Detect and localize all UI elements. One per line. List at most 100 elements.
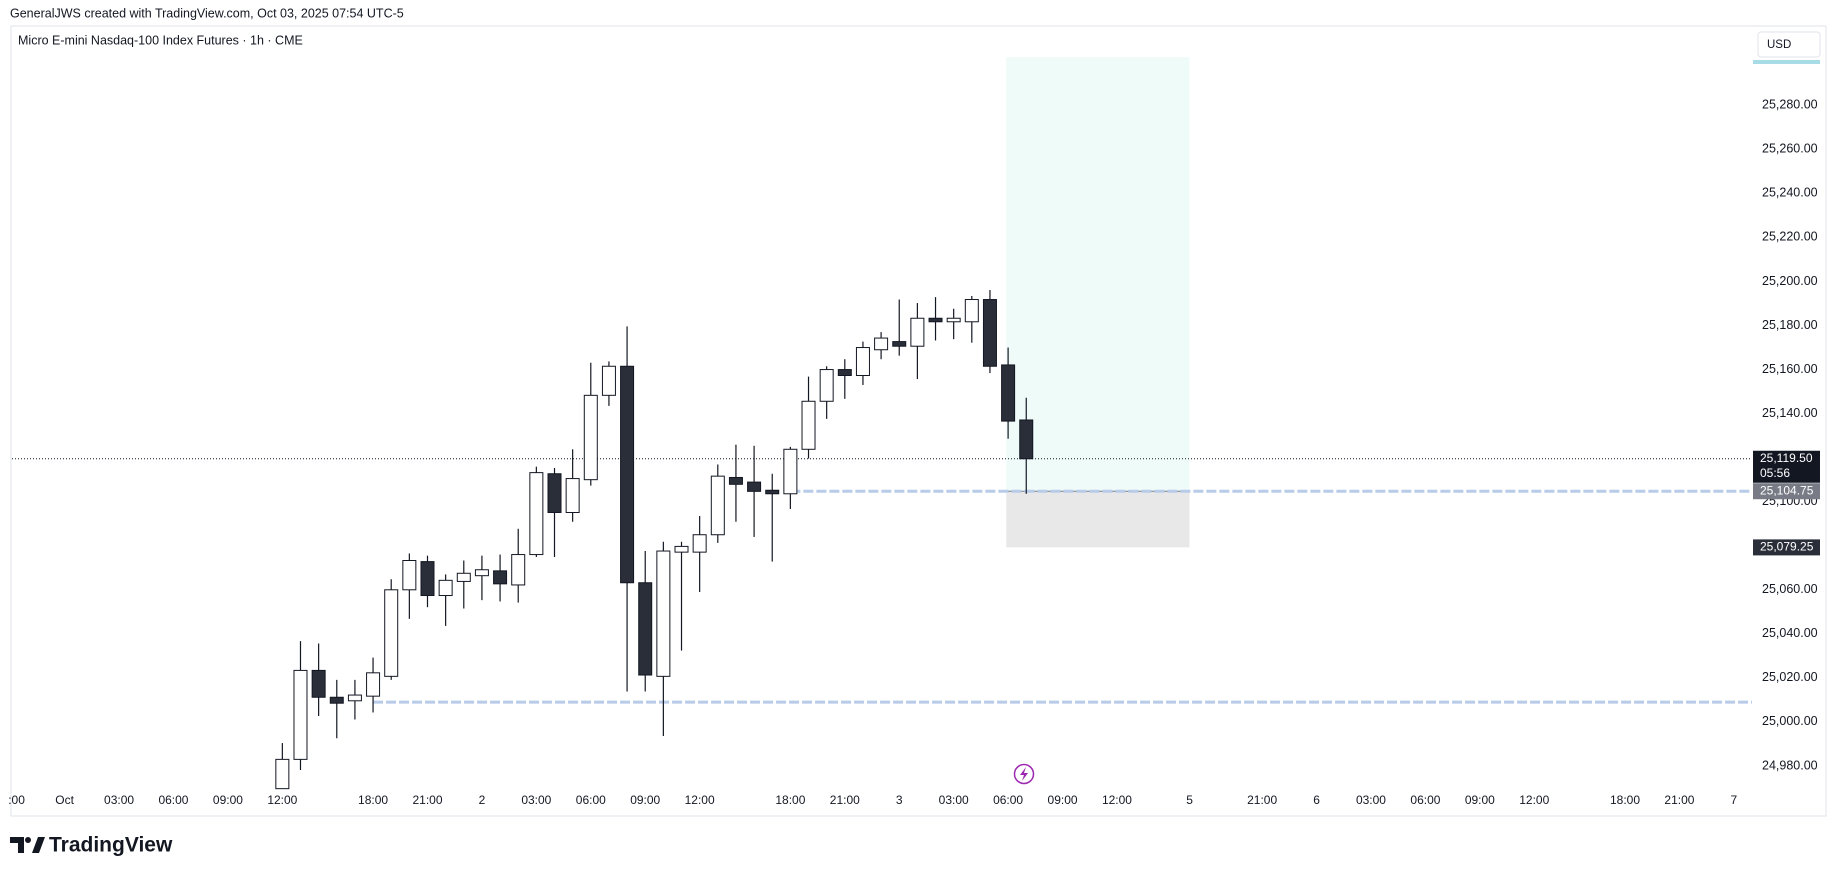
y-tick-label: 25,020.00 — [1762, 670, 1818, 684]
y-tick-label: 25,000.00 — [1762, 714, 1818, 728]
target-zone — [1006, 57, 1190, 492]
candle-body — [384, 589, 399, 677]
plot-area — [12, 57, 1757, 790]
candle-body — [347, 694, 362, 702]
y-tick-label: 25,060.00 — [1762, 582, 1818, 596]
x-tick-label: 5 — [1186, 793, 1193, 807]
y-tick-label: 24,980.00 — [1762, 758, 1818, 772]
candle-body — [456, 572, 471, 582]
candle-body — [892, 341, 907, 347]
candle-body — [964, 299, 979, 323]
candle-body — [692, 534, 707, 553]
y-tick-label: 25,220.00 — [1762, 230, 1818, 244]
y-tick-label: 25,200.00 — [1762, 274, 1818, 288]
alert-bolt — [1020, 767, 1028, 781]
symbol-title: Micro E-mini Nasdaq-100 Index Futures · … — [18, 33, 303, 47]
x-tick-label: 18:00 — [775, 793, 805, 807]
candle-body — [1001, 364, 1016, 422]
candle-body — [329, 696, 344, 704]
x-tick-label: 2 — [479, 793, 486, 807]
x-tick-label: :00 — [8, 793, 25, 807]
candle-body — [293, 669, 308, 760]
candle-body — [1019, 419, 1034, 460]
x-tick-label: 21:00 — [830, 793, 860, 807]
x-tick-label: 06:00 — [158, 793, 188, 807]
x-tick-label: Oct — [55, 793, 74, 807]
candle-body — [438, 579, 453, 597]
candle-body — [982, 299, 997, 367]
candle-body — [946, 317, 961, 323]
candle-body — [474, 569, 489, 577]
currency-button[interactable] — [1757, 31, 1821, 58]
entry-label: 25,104.75 — [1760, 483, 1814, 497]
candle-body — [529, 472, 544, 556]
last-price-tag — [1753, 450, 1820, 483]
candle-body — [910, 317, 925, 347]
y-tick-label: 25,240.00 — [1762, 186, 1818, 200]
candle-body — [674, 545, 689, 553]
candle-body — [874, 337, 889, 351]
x-tick-label: 09:00 — [213, 793, 243, 807]
x-tick-label: 18:00 — [1610, 793, 1640, 807]
candle-body — [855, 347, 870, 377]
x-tick-label: 3 — [896, 793, 903, 807]
candle-body — [819, 369, 834, 402]
logo: TradingView — [10, 834, 173, 857]
candle-body — [601, 365, 616, 396]
candle-body — [747, 481, 762, 492]
stop-label: 25,079.25 — [1760, 540, 1814, 554]
x-tick-label: 18:00 — [358, 793, 388, 807]
y-tick-label: 25,140.00 — [1762, 406, 1818, 420]
logo-dot — [25, 837, 31, 843]
candle-body — [837, 369, 852, 377]
logo-mark — [10, 837, 24, 853]
candle-body — [493, 570, 508, 585]
y-tick-label: 25,160.00 — [1762, 362, 1818, 376]
y-tick-label: 25,280.00 — [1762, 98, 1818, 112]
x-tick-label: 09:00 — [1048, 793, 1078, 807]
brand: TradingView — [49, 834, 173, 857]
x-tick-label: 7 — [1731, 793, 1738, 807]
candle-body — [801, 400, 816, 450]
x-tick-label: 03:00 — [521, 793, 551, 807]
logo-slash — [32, 837, 45, 853]
candle-body — [402, 560, 417, 591]
x-tick-label: 06:00 — [1410, 793, 1440, 807]
y-tick-label: 25,180.00 — [1762, 318, 1818, 332]
x-tick-label: 03:00 — [1356, 793, 1386, 807]
candle-body — [638, 582, 653, 676]
candle-body — [547, 473, 562, 513]
x-tick-label: 03:00 — [104, 793, 134, 807]
x-tick-label: 12:00 — [1519, 793, 1549, 807]
chart-frame — [10, 25, 1827, 817]
candle-body — [710, 475, 725, 536]
candle-body — [765, 489, 780, 495]
entry-tag — [1753, 483, 1820, 500]
y-tick-label: 25,260.00 — [1762, 142, 1818, 156]
candle-body — [583, 394, 598, 481]
y-tick-label: 25,040.00 — [1762, 626, 1818, 640]
x-tick-label: 12:00 — [685, 793, 715, 807]
x-tick-label: 03:00 — [939, 793, 969, 807]
x-tick-label: 21:00 — [1664, 793, 1694, 807]
attribution: GeneralJWS created with TradingView.com,… — [10, 6, 404, 20]
last-price-label: 25,119.50 — [1760, 451, 1813, 465]
x-tick-label: 6 — [1313, 793, 1320, 807]
x-tick-label: 06:00 — [576, 793, 606, 807]
alert-icon[interactable] — [1013, 763, 1035, 785]
candle-body — [928, 317, 943, 323]
stop-zone — [1006, 491, 1190, 548]
x-tick-label: 12:00 — [1102, 793, 1132, 807]
x-tick-label: 09:00 — [630, 793, 660, 807]
x-tick-label: 21:00 — [412, 793, 442, 807]
candle-body — [511, 554, 526, 586]
candle-body — [275, 758, 290, 790]
candle-body — [366, 672, 381, 697]
x-tick-label: 06:00 — [993, 793, 1023, 807]
stop-tag — [1753, 539, 1820, 556]
x-tick-label: 09:00 — [1465, 793, 1495, 807]
x-tick-label: 21:00 — [1247, 793, 1277, 807]
candle-body — [656, 550, 671, 677]
x-tick-label: 12:00 — [267, 793, 297, 807]
